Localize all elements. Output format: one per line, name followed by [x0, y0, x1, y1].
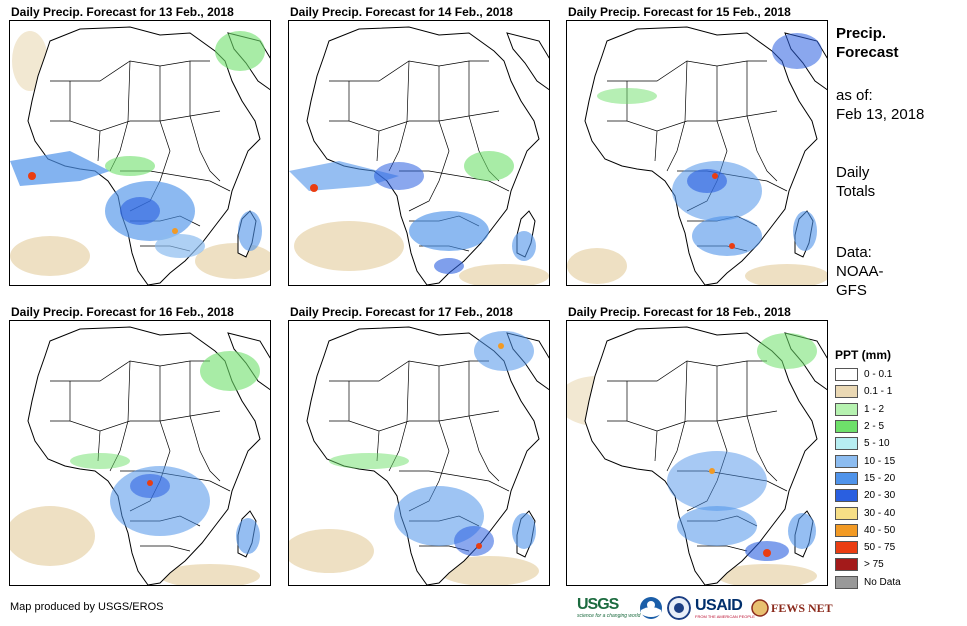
legend-row: 2 - 5 — [835, 418, 901, 435]
daily-line1: Daily — [836, 164, 870, 181]
forecast-map — [9, 320, 271, 586]
usaid-logo: USAID FROM THE AMERICAN PEOPLE — [695, 596, 755, 619]
legend-label: 20 - 30 — [864, 490, 896, 502]
legend-label: 30 - 40 — [864, 507, 896, 519]
forecast-panel-6: Daily Precip. Forecast for 18 Feb., 2018 — [566, 304, 828, 586]
legend-label: 0.1 - 1 — [864, 386, 893, 398]
data-source-line2: NOAA- — [836, 263, 884, 280]
usgs-logo: USGS science for a changing world — [577, 596, 641, 620]
legend-label: > 75 — [864, 559, 884, 571]
legend-swatch — [835, 506, 858, 520]
legend-swatch — [835, 385, 858, 399]
asof-date: Feb 13, 2018 — [836, 106, 925, 123]
asof-label: as of: — [836, 87, 873, 104]
legend-row: 30 - 40 — [835, 504, 901, 521]
legend-row: 5 - 10 — [835, 435, 901, 452]
forecast-map — [566, 320, 828, 586]
panel-title: Daily Precip. Forecast for 15 Feb., 2018 — [568, 5, 791, 19]
side-title-line1: Precip. — [836, 25, 887, 42]
data-source-line1: Data: — [836, 244, 872, 261]
panel-title: Daily Precip. Forecast for 18 Feb., 2018 — [568, 305, 791, 319]
legend-row: 1 - 2 — [835, 401, 901, 418]
precip-legend: PPT (mm) 0 - 0.1 0.1 - 1 1 - 2 2 - 5 5 - 10 1… — [835, 348, 901, 591]
globe-icon — [751, 599, 769, 617]
fews-net-logo: FEWS NET — [751, 599, 833, 617]
legend-label: 0 - 0.1 — [864, 369, 893, 381]
map-credit: Map produced by USGS/EROS — [10, 601, 164, 613]
forecast-map — [9, 20, 271, 286]
legend-row: No Data — [835, 574, 901, 591]
legend-swatch — [835, 402, 858, 416]
legend-label: 1 - 2 — [864, 403, 885, 415]
legend-swatch — [835, 558, 858, 572]
legend-swatch — [835, 541, 858, 555]
legend-swatch — [835, 437, 858, 451]
panel-title: Daily Precip. Forecast for 16 Feb., 2018 — [11, 305, 234, 319]
legend-row: 0 - 0.1 — [835, 366, 901, 383]
panel-title: Daily Precip. Forecast for 17 Feb., 2018 — [290, 305, 513, 319]
legend-label: 40 - 50 — [864, 524, 896, 536]
forecast-panel-1: Daily Precip. Forecast for 13 Feb., 2018 — [9, 4, 271, 286]
forecast-map — [288, 20, 550, 286]
legend-swatch — [835, 471, 858, 485]
legend-label: 2 - 5 — [864, 421, 885, 433]
legend-row: 20 - 30 — [835, 487, 901, 504]
legend-label: 5 - 10 — [864, 438, 890, 450]
noaa-logo-icon — [640, 597, 662, 619]
legend-row: 40 - 50 — [835, 522, 901, 539]
legend-swatch — [835, 523, 858, 537]
legend-swatch — [835, 368, 858, 382]
legend-row: 10 - 15 — [835, 452, 901, 469]
legend-swatch — [835, 489, 858, 503]
daily-line2: Totals — [836, 183, 876, 200]
seal-logo-icon — [667, 596, 691, 620]
forecast-panel-3: Daily Precip. Forecast for 15 Feb., 2018 — [566, 4, 828, 286]
forecast-map — [288, 320, 550, 586]
forecast-panel-2: Daily Precip. Forecast for 14 Feb., 2018 — [288, 4, 550, 286]
side-title-line2: Forecast — [836, 44, 899, 61]
partner-logos: USGS science for a changing world USAID … — [577, 594, 833, 622]
legend-label: No Data — [864, 576, 901, 588]
legend-row: 0.1 - 1 — [835, 383, 901, 400]
legend-swatch — [835, 575, 858, 589]
legend-row: 50 - 75 — [835, 539, 901, 556]
legend-swatch — [835, 454, 858, 468]
legend-label: 10 - 15 — [864, 455, 896, 467]
panel-title: Daily Precip. Forecast for 13 Feb., 2018 — [11, 5, 234, 19]
forecast-panel-5: Daily Precip. Forecast for 17 Feb., 2018 — [288, 304, 550, 586]
legend-row: > 75 — [835, 556, 901, 573]
legend-label: 15 - 20 — [864, 472, 896, 484]
forecast-panel-4: Daily Precip. Forecast for 16 Feb., 2018 — [9, 304, 271, 586]
data-source-line3: GFS — [836, 282, 867, 299]
legend-label: 50 - 75 — [864, 542, 896, 554]
legend-title: PPT (mm) — [835, 348, 892, 362]
forecast-map — [566, 20, 828, 286]
panel-title: Daily Precip. Forecast for 14 Feb., 2018 — [290, 5, 513, 19]
legend-swatch — [835, 420, 858, 434]
legend-row: 15 - 20 — [835, 470, 901, 487]
